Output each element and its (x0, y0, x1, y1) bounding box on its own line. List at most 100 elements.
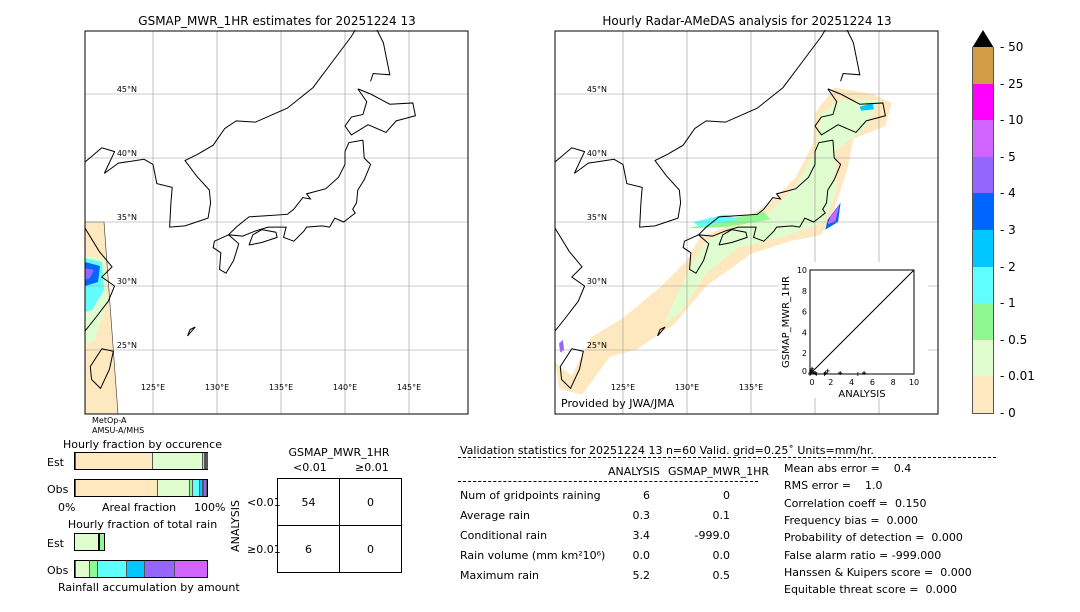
colorbar-tick: - 2 (1000, 259, 1016, 274)
lon-label: 125°E (611, 383, 635, 392)
coastline (554, 228, 586, 332)
bar-segment (96, 561, 127, 577)
stat-value: -999.0 (694, 529, 730, 542)
score-line: Equitable threat score = 0.000 (784, 583, 957, 597)
bar-segment (201, 453, 205, 469)
rain-accum-label: Rainfall accumulation by amount (58, 581, 240, 594)
score-line: Frequency bias = 0.000 (784, 513, 919, 527)
bar-segment (205, 480, 207, 496)
colorbar-segment (973, 156, 993, 194)
stat-value: 6 (643, 489, 650, 502)
total-rain-title: Hourly fraction of total rain (67, 518, 218, 531)
col-gsmap: GSMAP_MWR_1HR (668, 465, 770, 478)
colorbar-segment (973, 303, 993, 340)
stat-label: Num of gridpoints raining (460, 489, 601, 502)
stat-label: Average rain (460, 509, 530, 522)
bar-segment (204, 453, 206, 469)
stat-value: 0.1 (712, 509, 731, 522)
x-tick: 4 (849, 378, 854, 387)
colorbar-tick: - 5 (1000, 149, 1016, 164)
scatter-point (811, 369, 816, 374)
coastline (554, 29, 826, 228)
bar-segment (75, 480, 157, 496)
scatter-point (814, 372, 819, 376)
lat-label: 45°N (587, 85, 607, 94)
sensor-line: MetOp-A (92, 416, 127, 425)
coastline (212, 234, 240, 274)
bar-segment (206, 453, 208, 469)
scatter-point (810, 366, 815, 371)
bar-segment (88, 561, 97, 577)
lat-label: 40°N (117, 149, 137, 158)
lat-label: 35°N (587, 213, 607, 222)
sensor-label: MetOp-A AMSU-A/MHS (92, 416, 144, 436)
scatter-point (862, 370, 867, 375)
colorbar-tick: - 50 (1000, 40, 1024, 54)
x-tick-100: 100% (194, 501, 226, 514)
colorbar-extend-arrow (972, 30, 994, 48)
contingency-title: GSMAP_MWR_1HR (288, 446, 390, 459)
obs-label: Obs (47, 483, 69, 496)
y-tick: 10 (797, 266, 807, 275)
coastline (840, 29, 861, 82)
score-line: Correlation coeff = 0.150 (784, 496, 927, 510)
y-tick: 0 (802, 367, 807, 376)
y-tick: 6 (802, 308, 807, 317)
colorbar-tick: - 0.01 (1000, 369, 1035, 384)
lat-label: 40°N (587, 149, 607, 158)
x-tick-0: 0% (58, 501, 76, 514)
rain-area (85, 262, 100, 286)
coastline (89, 348, 114, 390)
colorbar-tick: - 10 (1000, 113, 1024, 128)
colorbar-tick: - 1 (1000, 296, 1016, 311)
bar-segment (199, 480, 202, 496)
row-label-0: <0.01 (247, 496, 281, 509)
divider (458, 457, 996, 458)
colorbar (972, 47, 994, 414)
colorbar-segment (973, 339, 993, 377)
stat-value: 0.0 (712, 549, 731, 562)
lon-label: 135°E (739, 383, 763, 392)
diagonal-line (809, 269, 915, 375)
bar-segment (126, 561, 145, 577)
scatter-point (809, 368, 814, 373)
coastline (187, 326, 196, 337)
colorbar-segment (973, 266, 993, 304)
row-label-1: ≥0.01 (247, 543, 281, 556)
cell-10: 6 (277, 525, 340, 573)
x-tick: 0 (809, 378, 814, 387)
stats-header: Validation statistics for 20251224 13 n=… (460, 444, 874, 457)
x-tick: 10 (909, 378, 919, 387)
coastline (84, 228, 116, 332)
col-label-1: ≥0.01 (355, 461, 389, 474)
bar-segment (75, 561, 89, 577)
bar-segment (75, 453, 152, 469)
colorbar-segment (973, 47, 993, 84)
coastline (718, 229, 748, 246)
scatter-point (808, 370, 813, 375)
cell-11: 0 (339, 525, 402, 573)
bar-segment (203, 480, 206, 496)
coastline (657, 326, 666, 337)
stat-value: 0 (723, 489, 730, 502)
map-frame (554, 30, 939, 415)
lat-label: 35°N (117, 213, 137, 222)
bar-segment (188, 480, 193, 496)
scatter-ylabel: GSMAP_MWR_1HR (781, 276, 792, 368)
y-tick: 8 (802, 287, 807, 296)
rain-obs-bar (74, 560, 208, 578)
sensor-line: AMSU-A/MHS (92, 426, 145, 435)
colorbar-segment (973, 83, 993, 121)
y-tick: 2 (802, 349, 807, 358)
lat-label: 30°N (117, 277, 137, 286)
coastline (559, 348, 584, 390)
bar-segment (144, 561, 174, 577)
coastline (370, 29, 391, 82)
stat-label: Maximum rain (460, 569, 539, 582)
colorbar-segment (973, 193, 993, 230)
right-map-title: Hourly Radar-AMeDAS analysis for 2025122… (602, 14, 892, 28)
lon-label: 140°E (333, 383, 357, 392)
x-tick: 8 (891, 378, 896, 387)
rain-area-10 (827, 205, 840, 225)
y-tick: 4 (802, 328, 807, 337)
